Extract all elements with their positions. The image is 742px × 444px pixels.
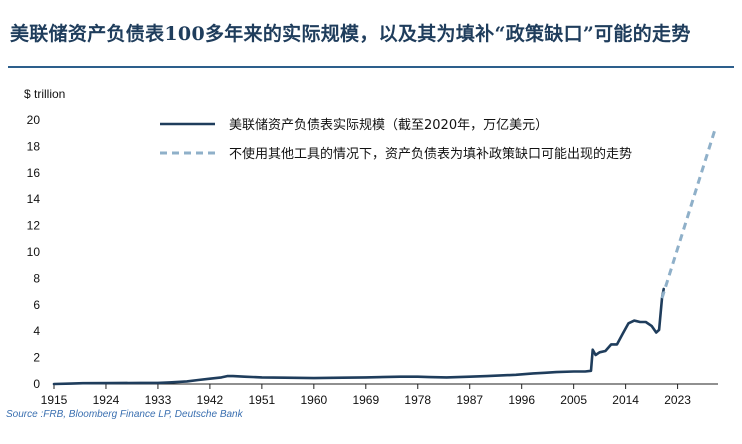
x-tick-label: 1969 <box>352 393 379 407</box>
y-axis-label: $ trillion <box>24 87 65 101</box>
source-note: Source :FRB, Bloomberg Finance LP, Deuts… <box>6 409 243 420</box>
x-tick-label: 1960 <box>300 393 327 407</box>
page-title: 美联储资产负债表100多年来的实际规模，以及其为填补“政策缺口”可能的走势 <box>10 23 691 45</box>
y-tick-label: 6 <box>33 298 40 312</box>
series-line-projected <box>660 128 717 299</box>
x-tick-label: 1942 <box>197 393 224 407</box>
legend-label: 不使用其他工具的情况下，资产负债表为填补政策缺口可能出现的走势 <box>229 146 632 162</box>
y-tick-label: 14 <box>27 192 41 206</box>
y-tick-label: 0 <box>33 377 40 391</box>
y-tick-label: 2 <box>33 351 40 365</box>
x-tick-label: 1951 <box>249 393 276 407</box>
x-tick-label: 1987 <box>456 393 483 407</box>
y-tick-label: 10 <box>27 245 41 259</box>
y-tick-label: 4 <box>33 324 40 338</box>
y-tick-label: 12 <box>27 219 41 233</box>
series-line-actual <box>52 287 665 386</box>
x-tick-label: 2014 <box>612 393 639 407</box>
y-tick-label: 16 <box>27 166 41 180</box>
y-tick-label: 20 <box>27 113 41 127</box>
x-tick-label: 2023 <box>664 393 691 407</box>
x-tick-label: 1933 <box>145 393 172 407</box>
x-tick-label: 2005 <box>560 393 587 407</box>
x-tick-label: 1996 <box>508 393 535 407</box>
legend-label: 美联储资产负债表实际规模（截至2020年，万亿美元） <box>229 118 548 133</box>
y-tick-label: 8 <box>33 271 40 285</box>
title-divider <box>8 66 734 68</box>
x-tick-label: 1924 <box>93 393 120 407</box>
x-tick-label: 1915 <box>41 393 68 407</box>
x-tick-label: 1978 <box>404 393 431 407</box>
y-tick-label: 18 <box>27 139 41 153</box>
